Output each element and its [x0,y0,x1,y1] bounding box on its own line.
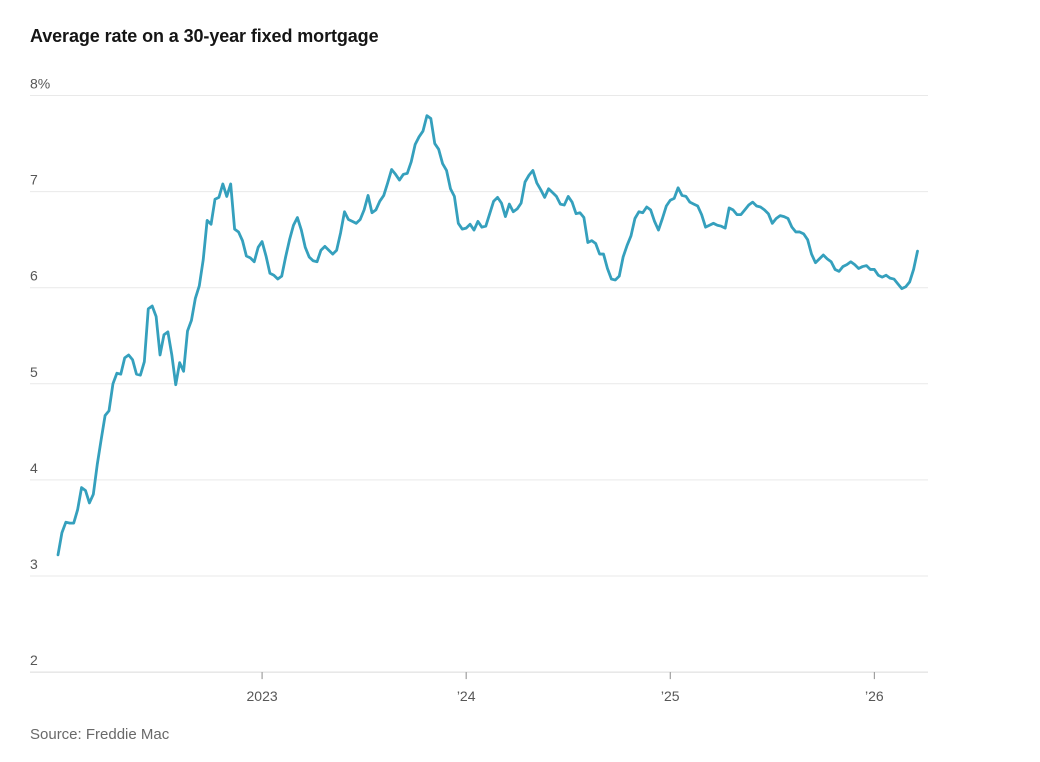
y-axis-label: 3 [30,556,38,572]
y-axis-label: 7 [30,172,38,188]
y-axis-label: 5 [30,364,38,380]
rate-line-series [56,114,919,557]
y-axis-label: 8% [30,76,50,92]
chart-title: Average rate on a 30-year fixed mortgage [30,26,379,46]
x-axis-label: 2023 [247,688,278,704]
x-axis-label: ’25 [661,688,680,704]
y-axis-label: 6 [30,268,38,284]
y-axis-label: 4 [30,460,38,476]
x-axis-label: ’26 [865,688,884,704]
chart-source-note: Source: Freddie Mac [30,726,170,743]
x-axis-label: ’24 [457,688,476,704]
y-axis-label: 2 [30,652,38,668]
